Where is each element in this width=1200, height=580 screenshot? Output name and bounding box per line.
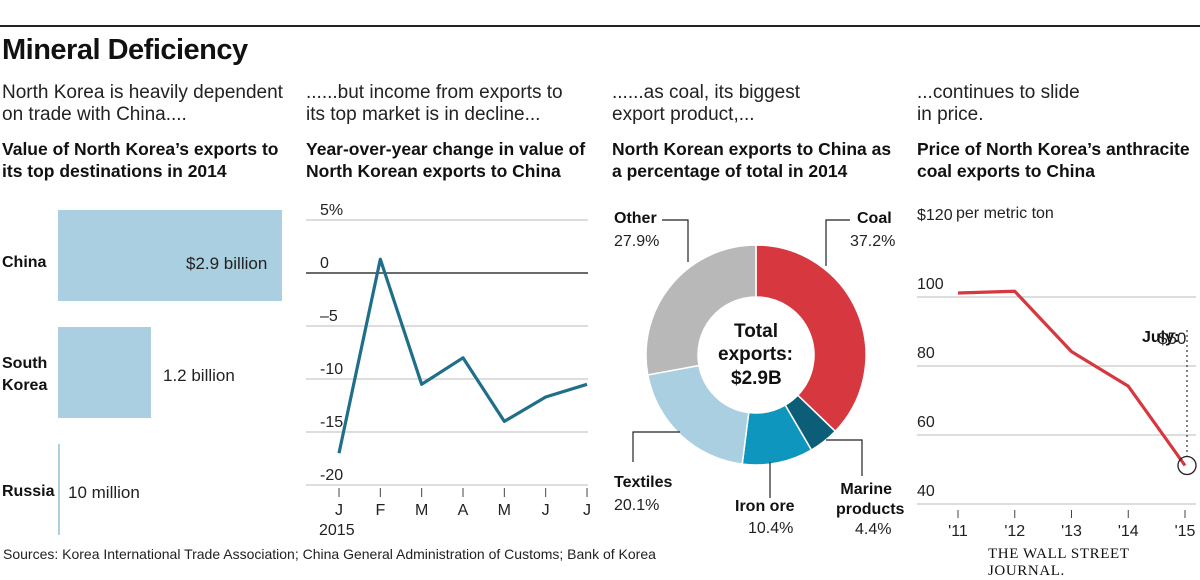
panel4-title: Price of North Korea’s anthracite coal e… bbox=[917, 139, 1190, 181]
wsj-brand: THE WALL STREET JOURNAL. bbox=[988, 546, 1130, 579]
x-tick-label: '11 bbox=[948, 523, 968, 540]
panel3-intro: ......as coal, its biggest export produc… bbox=[612, 82, 800, 125]
donut-center-line2: exports: bbox=[718, 344, 793, 365]
sources-note: Sources: Korea International Trade Assoc… bbox=[3, 546, 656, 562]
x-tick-label: '13 bbox=[1061, 523, 1082, 540]
leader-marine bbox=[826, 439, 863, 476]
donut-center-line3: $2.9B bbox=[731, 368, 782, 389]
y-tick-label: 80 bbox=[917, 345, 935, 362]
x-tick-label: '15 bbox=[1175, 523, 1196, 540]
x-tick-label: M bbox=[498, 502, 511, 519]
annotation-label: July: bbox=[1142, 329, 1180, 346]
y-tick-label: 100 bbox=[917, 276, 944, 293]
bar-south-korea bbox=[58, 327, 151, 418]
slice-value-textiles: 20.1% bbox=[614, 497, 660, 514]
y-tick-label: 60 bbox=[917, 414, 935, 431]
slice-label-coal: Coal bbox=[857, 210, 892, 227]
leader-other bbox=[662, 219, 689, 262]
x-tick-label: J bbox=[335, 502, 343, 519]
slice-value-coal: 37.2% bbox=[850, 233, 896, 250]
slice-label-textiles: Textiles bbox=[614, 474, 673, 491]
slice-value-marine: 4.4% bbox=[855, 521, 892, 538]
category-label-china: China bbox=[2, 254, 47, 271]
panel2-title: Year-over-year change in value of North … bbox=[306, 139, 586, 181]
top-rule bbox=[0, 25, 1200, 27]
annotation-value: $50 bbox=[1158, 329, 1187, 348]
x-tick-label: '14 bbox=[1118, 523, 1139, 540]
donut-slice-other bbox=[645, 244, 757, 376]
x-tick-label: J bbox=[583, 502, 591, 519]
x-tick-label: J bbox=[542, 502, 550, 519]
y-tick-label: -15 bbox=[320, 414, 343, 431]
slice-value-other: 27.9% bbox=[614, 233, 660, 250]
y-tick-label: $120 bbox=[917, 207, 953, 224]
y-unit-label: per metric ton bbox=[956, 205, 1054, 222]
donut-slice-coal bbox=[755, 244, 867, 433]
value-label-south-korea: 1.2 billion bbox=[163, 366, 235, 385]
x-tick-label: A bbox=[458, 502, 469, 519]
y-tick-label: 40 bbox=[917, 483, 935, 500]
category-label-russia: Russia bbox=[2, 483, 55, 500]
y-tick-label: -10 bbox=[320, 361, 343, 378]
bar-russia bbox=[58, 444, 60, 535]
slice-value-iron-ore: 10.4% bbox=[748, 520, 794, 537]
panel2-intro: ......but income from exports to its top… bbox=[306, 82, 563, 125]
panel1-title: Value of North Korea’s exports to its to… bbox=[2, 139, 279, 181]
y-tick-label: -20 bbox=[320, 467, 343, 484]
y-tick-label: 5% bbox=[320, 202, 343, 219]
slice-label-marine: Marine products bbox=[836, 481, 905, 518]
x-year-label: 2015 bbox=[319, 522, 355, 539]
yoy-series-line bbox=[337, 257, 588, 454]
bar-china bbox=[58, 210, 282, 301]
yoy-line-chart: 5% 0 –5 -10 -15 -20 J F M A M J J bbox=[306, 202, 591, 519]
panel1-intro: North Korea is heavily dependent on trad… bbox=[2, 82, 283, 125]
x-tick-label: F bbox=[375, 502, 385, 519]
panel3-title: North Korean exports to China as a perce… bbox=[612, 139, 892, 181]
y-tick-label: –5 bbox=[320, 308, 338, 325]
x-tick-label: '12 bbox=[1004, 523, 1025, 540]
leader-textiles bbox=[632, 431, 680, 462]
donut-chart bbox=[632, 219, 867, 498]
leader-coal bbox=[825, 219, 850, 266]
donut-center-line1: Total bbox=[734, 321, 778, 342]
value-label-russia: 10 million bbox=[68, 483, 140, 502]
x-tick-label: M bbox=[415, 502, 428, 519]
category-label-south-korea: South Korea bbox=[2, 355, 48, 394]
panel4-intro: ...continues to slide in price. bbox=[917, 82, 1080, 125]
coal-price-chart: $120 100 80 60 40 '11 '12 '13 '14 '15 bbox=[917, 207, 1197, 540]
graphic-title: Mineral Deficiency bbox=[2, 34, 248, 66]
value-label-china: $2.9 billion bbox=[186, 254, 268, 273]
slice-label-other: Other bbox=[614, 210, 657, 227]
slice-label-iron-ore: Iron ore bbox=[735, 498, 795, 515]
y-tick-label: 0 bbox=[320, 255, 329, 272]
coal-price-line bbox=[957, 289, 1187, 467]
annotation-circle bbox=[1177, 455, 1197, 476]
